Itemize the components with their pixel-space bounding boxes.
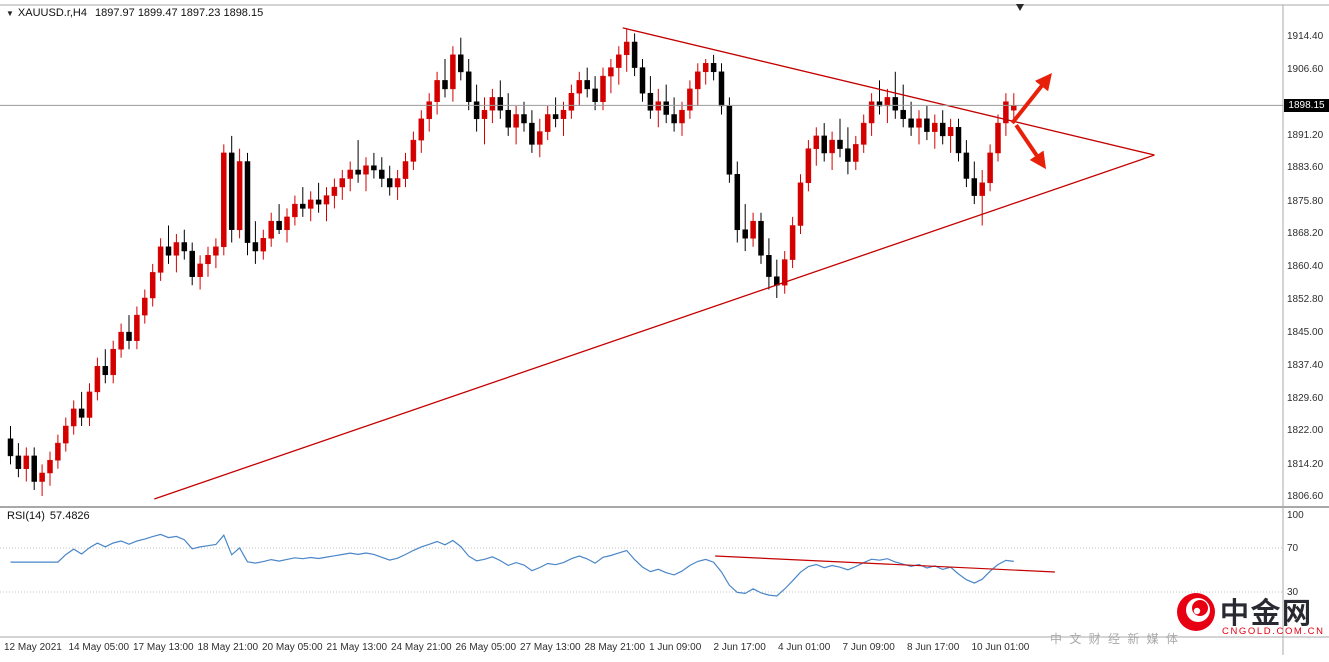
price-tick-label: 1829.60 [1287, 392, 1324, 404]
price-tick-label: 1875.80 [1287, 195, 1324, 207]
price-tick-label: 1814.20 [1287, 458, 1324, 470]
time-axis-label: 2 Jun 17:00 [713, 642, 766, 653]
collapse-icon[interactable]: ▼ [6, 9, 14, 18]
time-axis-label: 10 Jun 01:00 [971, 642, 1030, 653]
time-axis-label: 8 Jun 17:00 [907, 642, 960, 653]
price-tick-label: 1883.60 [1287, 162, 1324, 174]
rsi-indicator-label: RSI(14) 57.4826 [7, 510, 95, 522]
rsi-value: 57.4826 [49, 510, 90, 522]
rsi-axis[interactable]: 100 70 30 [1287, 0, 1329, 662]
time-axis[interactable]: 12 May 2021 14 May 05:00 17 May 13:00 18 Ma… [0, 642, 1285, 658]
time-axis-label: 24 May 21:00 [391, 642, 452, 653]
current-price-tag: 1898.15 [1284, 98, 1329, 112]
time-axis-label: 1 Jun 09:00 [649, 642, 702, 653]
price-tick-label: 1806.60 [1287, 491, 1324, 502]
time-axis-label: 7 Jun 09:00 [842, 642, 895, 653]
cngold-logo-icon [1177, 593, 1215, 631]
brand-name: 中金网 [1220, 598, 1314, 630]
price-tick-label: 1906.60 [1287, 64, 1324, 76]
time-axis-label: 4 Jun 01:00 [778, 642, 831, 653]
time-axis-label: 21 May 13:00 [326, 642, 388, 653]
brand-site-url: CNGOLD.COM.CN [1222, 626, 1325, 637]
price-tick-label: 1860.40 [1287, 261, 1324, 273]
rsi-tick-label: 30 [1287, 587, 1299, 598]
time-axis-label: 27 May 13:00 [520, 642, 581, 653]
price-tick-label: 1914.40 [1287, 31, 1324, 42]
price-tick-label: 1845.00 [1287, 327, 1324, 339]
time-axis-label: 26 May 05:00 [455, 642, 517, 653]
time-axis-label: 20 May 05:00 [262, 642, 323, 653]
time-axis-label: 17 May 13:00 [133, 642, 194, 653]
price-tick-label: 1837.40 [1287, 359, 1324, 371]
time-axis-label: 14 May 05:00 [68, 642, 130, 653]
rsi-name: RSI(14) [7, 510, 45, 522]
symbol-timeframe-label: XAUUSD.r,H4 [17, 7, 87, 19]
price-axis[interactable]: 1914.40 1906.60 1891.20 1883.60 1875.80 1868.… [1287, 0, 1329, 662]
rsi-tick-label: 100 [1287, 510, 1304, 521]
time-axis-label: 28 May 21:00 [584, 642, 646, 653]
symbol-info-bar: ▼ XAUUSD.r,H4 1897.97 1899.47 1897.23 1898… [6, 7, 263, 19]
price-tick-label: 1891.20 [1287, 129, 1324, 141]
time-axis-label: 18 May 21:00 [197, 642, 259, 653]
chart-shift-marker-icon[interactable] [1016, 4, 1024, 11]
price-tick-label: 1868.20 [1287, 228, 1324, 240]
price-tick-label: 1852.80 [1287, 293, 1324, 305]
ohlc-values: 1897.97 1899.47 1897.23 1898.15 [95, 7, 264, 19]
rsi-tick-label: 70 [1287, 543, 1299, 554]
watermark-tagline: 中 文 财 经 新 媒 体 [1050, 632, 1181, 646]
price-tick-label: 1822.00 [1287, 425, 1324, 437]
time-axis-label: 12 May 2021 [4, 642, 62, 653]
